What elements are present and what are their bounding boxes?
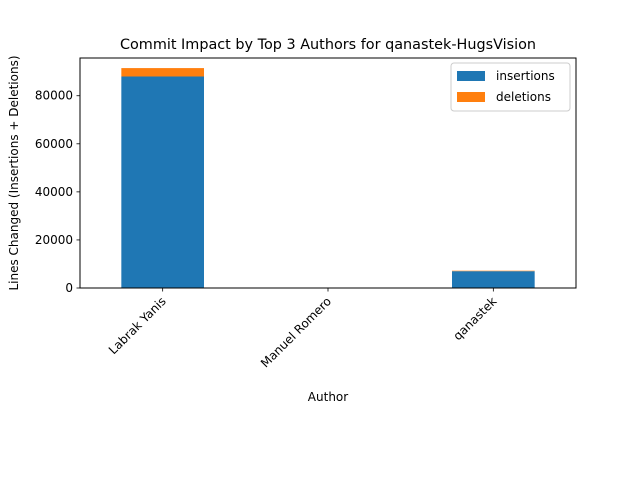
y-tick-label: 0 xyxy=(65,281,73,295)
y-tick-label: 80000 xyxy=(35,89,73,103)
bar-insertions-0 xyxy=(121,77,204,288)
legend: insertions deletions xyxy=(451,63,570,111)
x-tick-label: Labrak Yanis xyxy=(106,294,169,357)
bar-deletions-0 xyxy=(121,68,204,76)
legend-swatch-insertions xyxy=(457,71,485,81)
legend-swatch-deletions xyxy=(457,92,485,102)
y-axis-label: Lines Changed (Insertions + Deletions) xyxy=(7,55,21,290)
x-tick-label: qanastek xyxy=(451,294,500,343)
x-axis-label: Author xyxy=(308,390,348,404)
bar-insertions-2 xyxy=(452,271,535,288)
x-axis: Labrak Yanis Manuel Romero qanastek xyxy=(106,288,500,370)
legend-label-insertions: insertions xyxy=(496,69,555,83)
legend-label-deletions: deletions xyxy=(496,90,551,104)
y-tick-label: 40000 xyxy=(35,185,73,199)
y-tick-label: 60000 xyxy=(35,137,73,151)
chart-title: Commit Impact by Top 3 Authors for qanas… xyxy=(120,37,536,53)
x-tick-label: Manuel Romero xyxy=(258,294,334,370)
y-tick-label: 20000 xyxy=(35,233,73,247)
y-axis: 0 20000 40000 60000 80000 xyxy=(35,89,80,295)
